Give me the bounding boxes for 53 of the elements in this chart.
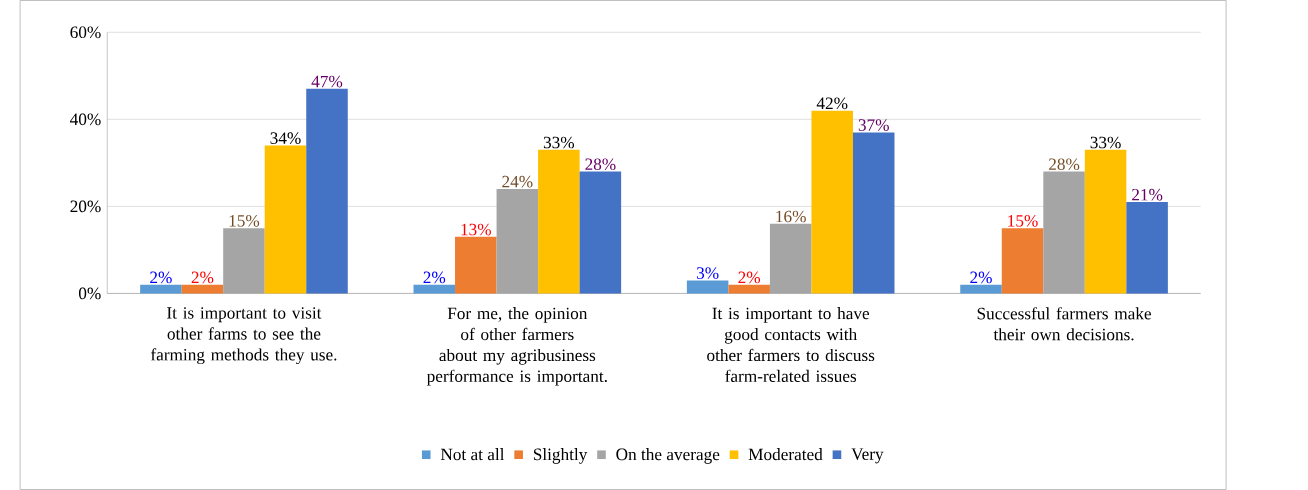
x-tick-label: It is important to have good contacts with other farmers to discuss farm-related issues	[707, 307, 875, 383]
legend-label: Not at all	[440, 448, 505, 461]
data-label: 15%	[1008, 214, 1038, 227]
bar	[811, 110, 853, 294]
y-tick-label: 20%	[70, 200, 101, 213]
bar	[686, 280, 729, 294]
x-tick-label: For me, the opinion of other farmers about my agribusiness performance is important.	[426, 307, 607, 386]
bar	[413, 284, 456, 294]
bar	[223, 228, 265, 294]
bar	[960, 284, 1002, 294]
bar	[1084, 149, 1127, 294]
data-label: 13%	[461, 223, 491, 236]
legend-label: Very	[851, 448, 884, 464]
x-tick-label: It is important to visit other farms to see the farming methods they use.	[150, 307, 337, 365]
bar	[579, 171, 622, 294]
y-tick-label: 40%	[70, 113, 101, 126]
bar	[1126, 202, 1168, 294]
data-label: 42%	[816, 97, 848, 110]
bar	[306, 88, 348, 294]
data-label: 2%	[738, 271, 761, 284]
data-label: 21%	[1132, 188, 1163, 201]
data-label: 33%	[1090, 136, 1121, 149]
data-label: 3%	[696, 267, 719, 279]
data-label: 2%	[423, 271, 446, 284]
data-label: 2%	[150, 271, 172, 284]
bar	[1043, 171, 1085, 294]
bar	[1001, 228, 1044, 294]
data-label: 37%	[858, 119, 889, 131]
data-label: 47%	[311, 75, 343, 88]
data-label: 28%	[1049, 158, 1080, 171]
legend-label: Slightly	[533, 448, 588, 464]
bar	[496, 188, 539, 294]
data-label: 33%	[543, 136, 575, 149]
data-label: 15%	[229, 214, 260, 227]
data-label: 2%	[970, 271, 992, 284]
data-label: 34%	[270, 132, 301, 144]
bar	[538, 149, 580, 294]
legend-label: On the average	[616, 448, 720, 464]
bar	[769, 223, 812, 294]
bar	[455, 236, 497, 294]
bar	[181, 284, 224, 294]
bar	[728, 284, 770, 294]
bar	[264, 145, 307, 294]
data-label: 16%	[776, 210, 806, 223]
legend-label: Moderated	[748, 448, 823, 461]
y-tick-label: 0%	[78, 287, 101, 300]
bar	[140, 284, 182, 294]
x-tick-label: Successful farmers make their own decisions.	[977, 307, 1151, 341]
bar	[852, 132, 895, 294]
data-label: 28%	[585, 158, 616, 171]
y-tick-label: 60%	[70, 26, 101, 39]
data-label: 2%	[191, 271, 214, 284]
data-label: 24%	[502, 175, 533, 188]
